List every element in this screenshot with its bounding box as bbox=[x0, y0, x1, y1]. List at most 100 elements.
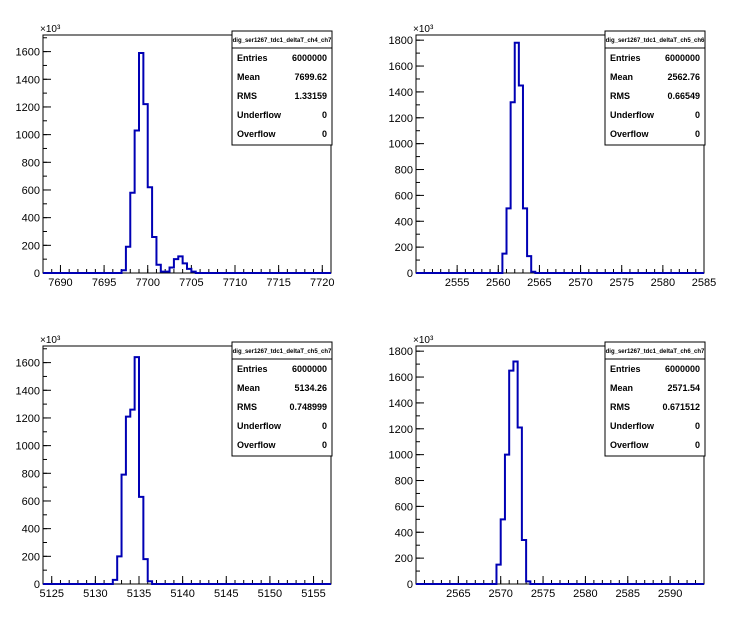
stats-value: 6000000 bbox=[292, 53, 327, 63]
histogram-bin bbox=[187, 269, 191, 273]
y-tick-label: 1200 bbox=[16, 102, 40, 114]
y-tick-label: 0 bbox=[34, 268, 40, 280]
x-tick-label: 7695 bbox=[92, 277, 116, 289]
y-tick-label: 1000 bbox=[16, 130, 40, 142]
y-tick-label: 600 bbox=[395, 190, 413, 202]
y-multiplier-label: ×10³ bbox=[413, 24, 434, 35]
x-tick-label: 7715 bbox=[266, 277, 290, 289]
y-tick-label: 1600 bbox=[389, 372, 413, 384]
histogram-bin bbox=[117, 556, 121, 584]
stats-label: Underflow bbox=[610, 421, 655, 431]
stats-value: 2562.76 bbox=[667, 72, 700, 82]
x-tick-label: 5145 bbox=[214, 588, 238, 600]
y-tick-label: 1600 bbox=[389, 61, 413, 73]
histogram-bin bbox=[511, 102, 515, 273]
stats-box bbox=[604, 341, 706, 457]
histogram-bin bbox=[122, 270, 126, 273]
stats-label: Overflow bbox=[237, 440, 277, 450]
stats-value: 0 bbox=[695, 421, 700, 431]
stats-label: RMS bbox=[237, 91, 257, 101]
histogram-bin bbox=[526, 581, 530, 584]
stats-label: RMS bbox=[610, 91, 630, 101]
y-tick-label: 200 bbox=[395, 553, 413, 565]
y-tick-label: 800 bbox=[395, 165, 413, 177]
histogram-bin bbox=[183, 263, 187, 273]
x-tick-label: 5135 bbox=[127, 588, 151, 600]
histogram-bin bbox=[518, 427, 522, 584]
histogram-bin bbox=[122, 475, 126, 584]
histogram-bin bbox=[502, 254, 506, 273]
x-tick-label: 2555 bbox=[445, 277, 469, 289]
stats-value: 7699.62 bbox=[294, 72, 327, 82]
histogram-pad-1: 7690 7695 7700 7705 7710 7715 7720 0 200 400 600 80… bbox=[16, 24, 335, 289]
histogram-bin bbox=[191, 272, 195, 273]
stats-value: 0 bbox=[695, 440, 700, 450]
stats-value: 6000000 bbox=[292, 364, 327, 374]
x-tick-label: 7690 bbox=[48, 277, 72, 289]
y-tick-label: 1400 bbox=[16, 385, 40, 397]
x-tick-label: 2585 bbox=[692, 277, 716, 289]
y-tick-label: 1600 bbox=[16, 358, 40, 370]
histogram-bin bbox=[165, 272, 169, 273]
stats-label: Entries bbox=[610, 364, 641, 374]
histogram-bin bbox=[152, 237, 156, 273]
histogram-series bbox=[416, 360, 704, 585]
y-tick-label: 1000 bbox=[389, 450, 413, 462]
y-tick-label: 400 bbox=[395, 216, 413, 228]
y-tick-label: 0 bbox=[407, 579, 413, 591]
histogram-series bbox=[43, 356, 331, 585]
y-tick-label: 400 bbox=[395, 527, 413, 539]
histogram-series bbox=[416, 41, 704, 274]
histogram-title: dig_ser1267_tdc1_deltaT_ch5_ch6 bbox=[606, 38, 705, 44]
x-tick-label: 7710 bbox=[223, 277, 247, 289]
stats-label: Mean bbox=[237, 72, 260, 82]
stats-label: Underflow bbox=[237, 421, 282, 431]
x-tick-label: 5150 bbox=[258, 588, 282, 600]
y-tick-label: 800 bbox=[395, 476, 413, 488]
y-tick-label: 1200 bbox=[389, 113, 413, 125]
y-tick-label: 1200 bbox=[16, 413, 40, 425]
x-tick-label: 2570 bbox=[568, 277, 592, 289]
x-tick-label: 5130 bbox=[83, 588, 107, 600]
stats-value: 5134.26 bbox=[294, 383, 327, 393]
x-tick-label: 7700 bbox=[135, 277, 159, 289]
stats-label: Mean bbox=[610, 383, 633, 393]
stats-value: 0.748999 bbox=[289, 402, 327, 412]
x-tick-label: 2570 bbox=[488, 588, 512, 600]
histogram-bin bbox=[139, 53, 143, 273]
histogram-bin bbox=[507, 208, 511, 273]
histogram-pad-4: 2565 2570 2575 2580 2585 2590 0 200 400 600 800 100… bbox=[389, 335, 706, 600]
y-tick-label: 1400 bbox=[389, 87, 413, 99]
y-tick-label: 0 bbox=[34, 579, 40, 591]
x-tick-label: 2590 bbox=[658, 588, 682, 600]
histogram-bin bbox=[143, 559, 147, 584]
stats-label: Entries bbox=[237, 364, 268, 374]
histogram-bin bbox=[523, 208, 527, 273]
x-tick-label: 2560 bbox=[486, 277, 510, 289]
stats-label: Overflow bbox=[610, 129, 650, 139]
y-tick-label: 600 bbox=[22, 496, 40, 508]
stats-label: Overflow bbox=[237, 129, 277, 139]
histogram-title: dig_ser1267_tdc1_deltaT_ch5_ch7 bbox=[233, 349, 332, 355]
stats-value: 0 bbox=[322, 421, 327, 431]
y-tick-label: 800 bbox=[22, 468, 40, 480]
stats-value: 0.671512 bbox=[662, 402, 700, 412]
y-tick-label: 200 bbox=[22, 240, 40, 252]
y-tick-label: 600 bbox=[22, 185, 40, 197]
stats-value: 0 bbox=[695, 129, 700, 139]
y-tick-label: 1000 bbox=[389, 139, 413, 151]
y-tick-label: 0 bbox=[407, 268, 413, 280]
stats-value: 2571.54 bbox=[667, 383, 700, 393]
histogram-bin bbox=[531, 272, 535, 273]
histogram-bin bbox=[148, 187, 152, 273]
y-tick-label: 1800 bbox=[389, 346, 413, 358]
stats-value: 6000000 bbox=[665, 364, 700, 374]
stats-label: Underflow bbox=[610, 110, 655, 120]
y-tick-label: 400 bbox=[22, 213, 40, 225]
stats-label: Mean bbox=[237, 383, 260, 393]
histogram-pad-2: 2555 2560 2565 2570 2575 2580 2585 0 200 400 600 80… bbox=[389, 24, 717, 289]
histogram-bin bbox=[148, 581, 152, 584]
histogram-bin bbox=[509, 371, 513, 584]
x-tick-label: 7720 bbox=[310, 277, 334, 289]
